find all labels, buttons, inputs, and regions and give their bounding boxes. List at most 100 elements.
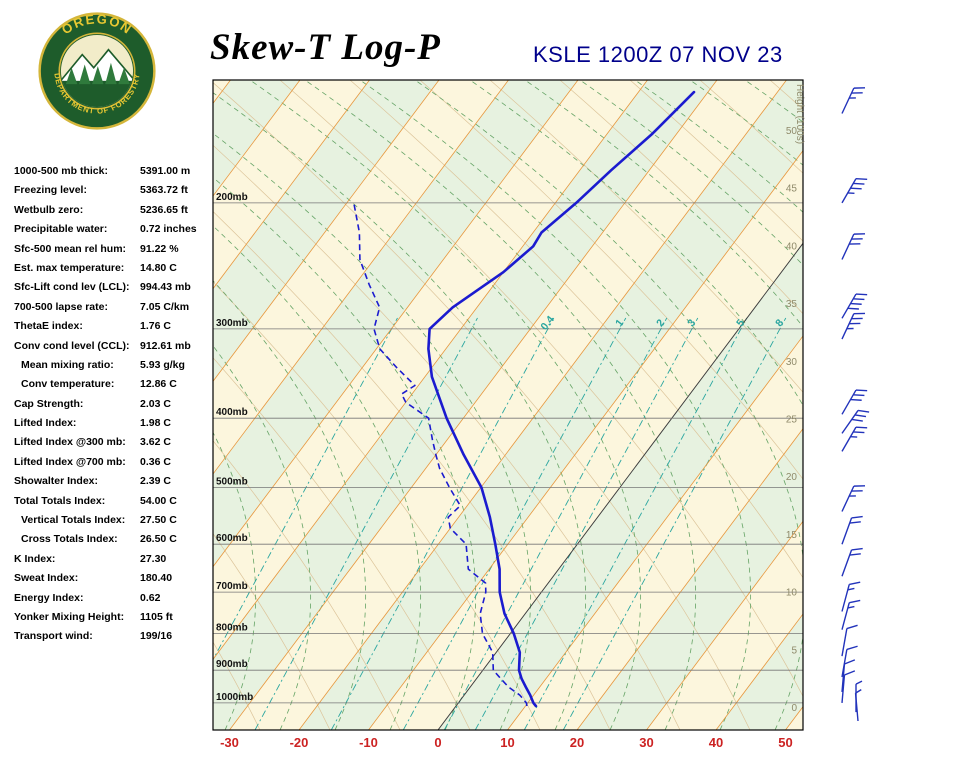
index-row: Lifted Index @300 mb: 3.62 C bbox=[14, 433, 212, 452]
moist-adiabat-line bbox=[799, 80, 803, 83]
index-label: Lifted Index @700 mb: bbox=[14, 455, 126, 468]
dry-adiabat-line bbox=[213, 281, 541, 730]
dry-adiabat-line bbox=[629, 80, 803, 242]
isotherm-group bbox=[0, 80, 803, 730]
pressure-label: 800mb bbox=[216, 623, 248, 634]
index-label: Cap Strength: bbox=[14, 397, 84, 410]
wind-barb-full-tick bbox=[849, 581, 861, 586]
index-value: 1.76 C bbox=[140, 320, 171, 333]
wind-barb bbox=[841, 87, 866, 114]
index-row: Energy Index: 0.62 bbox=[14, 589, 212, 608]
index-value: 5363.72 ft bbox=[140, 184, 188, 197]
temp-tick-label: 20 bbox=[570, 735, 584, 750]
index-label: ThetaE index: bbox=[14, 320, 83, 333]
wind-barb-staff bbox=[841, 674, 846, 703]
index-value: 199/16 bbox=[140, 630, 173, 643]
height-tick-label: 40 bbox=[786, 241, 798, 252]
wind-barb-full-tick bbox=[850, 187, 862, 190]
height-tick-label: 15 bbox=[786, 530, 798, 541]
index-row: Lifted Index @700 mb: 0.36 C bbox=[14, 453, 212, 472]
chart-band bbox=[213, 80, 509, 730]
pressure-label: 900mb bbox=[216, 659, 248, 670]
chart-frame bbox=[212, 79, 804, 731]
index-row: Lifted Index: 1.98 C bbox=[14, 414, 212, 433]
wind-barb-full-tick bbox=[853, 394, 865, 397]
mixing-ratio-line bbox=[443, 317, 668, 730]
dry-adiabat-line bbox=[213, 82, 751, 730]
wind-barb-staff bbox=[841, 602, 850, 630]
index-row: Vertical Totals Index: 27.50 C bbox=[14, 511, 212, 530]
index-label: Sfc-500 mean rel hum: bbox=[14, 242, 127, 255]
moist-adiabat-line bbox=[213, 133, 531, 730]
wind-barb-full-tick bbox=[851, 238, 863, 240]
wind-barb-full-tick bbox=[844, 670, 856, 676]
wind-barb-full-tick bbox=[853, 87, 866, 89]
index-row: Mean mixing ratio: 5.93 g/kg bbox=[14, 356, 212, 375]
moist-adiabat-line bbox=[213, 280, 366, 730]
wind-barb bbox=[841, 177, 868, 204]
index-value: 180.40 bbox=[140, 572, 173, 585]
dry-adiabat-line bbox=[559, 80, 803, 315]
wind-barb-staff bbox=[841, 517, 853, 545]
wind-barb bbox=[841, 581, 861, 612]
wind-barb-full-tick bbox=[851, 515, 863, 519]
logo-trees-icon bbox=[65, 62, 130, 85]
dewpoint-curve bbox=[353, 202, 528, 707]
band-group bbox=[213, 80, 803, 730]
wind-barb-full-tick bbox=[851, 547, 863, 551]
height-tick-label: 30 bbox=[786, 357, 798, 368]
wind-barb-full-tick bbox=[849, 599, 861, 604]
index-value: 27.50 C bbox=[140, 514, 177, 527]
dry-adiabat-line bbox=[213, 357, 471, 730]
index-label: 1000-500 mb thick: bbox=[14, 165, 108, 177]
index-label: Freezing level: bbox=[14, 184, 87, 197]
pressure-label: 500mb bbox=[216, 477, 248, 488]
index-row: Yonker Mixing Height: 1105 ft bbox=[14, 608, 212, 627]
wind-barb-half-tick bbox=[847, 192, 855, 195]
temp-tick-label: -30 bbox=[220, 735, 239, 750]
height-tick-label: 0 bbox=[791, 703, 797, 714]
index-label: Mean mixing ratio: bbox=[21, 358, 114, 371]
mixing-ratio-line bbox=[562, 317, 787, 730]
isotherm-line bbox=[213, 80, 648, 730]
logo-inner-ring bbox=[58, 32, 136, 110]
moist-adiabat-line bbox=[249, 80, 641, 730]
isotherm-line bbox=[213, 80, 509, 730]
index-value: 5236.65 ft bbox=[140, 203, 188, 216]
temp-tick-label: -20 bbox=[290, 735, 309, 750]
dry-adiabat-line bbox=[213, 440, 401, 730]
wind-barb-full-tick bbox=[844, 659, 856, 665]
mixing-ratio-line bbox=[254, 317, 478, 730]
isotherm-line bbox=[213, 80, 231, 730]
isotherm-line bbox=[213, 80, 370, 730]
index-label: K Index: bbox=[14, 552, 56, 565]
logo-scene bbox=[60, 48, 134, 108]
odf-logo: OREGON DEPARTMENT OF FORESTRY bbox=[38, 12, 156, 130]
wind-barb-half-tick bbox=[855, 680, 863, 685]
wind-barb-full-tick bbox=[855, 426, 868, 429]
isotherm-line bbox=[228, 80, 718, 730]
isotherm-line bbox=[213, 80, 440, 730]
index-row: Conv cond level (CCL): 912.61 mb bbox=[14, 337, 212, 356]
isotherm-line bbox=[715, 80, 803, 730]
index-value: 91.22 % bbox=[140, 242, 179, 255]
mixing-ratio-line bbox=[213, 317, 398, 661]
moist-adiabat-line bbox=[304, 80, 696, 730]
chart-band bbox=[298, 80, 803, 730]
wind-barb-full-tick bbox=[849, 553, 861, 556]
wind-barb-full-tick bbox=[854, 414, 867, 418]
chart-band bbox=[785, 80, 803, 730]
index-value: 912.61 mb bbox=[140, 339, 191, 352]
pressure-label: 400mb bbox=[216, 407, 248, 418]
index-value: 26.50 C bbox=[140, 533, 177, 546]
wind-barb-full-tick bbox=[853, 182, 865, 185]
index-value: 14.80 C bbox=[140, 261, 177, 274]
wind-barb-staff bbox=[841, 87, 855, 114]
isotherm-line bbox=[0, 80, 161, 730]
wind-barb bbox=[841, 389, 868, 415]
wind-barb-full-tick bbox=[851, 490, 863, 492]
index-row: Est. max temperature: 14.80 C bbox=[14, 259, 212, 278]
height-tick-label: 35 bbox=[786, 299, 798, 310]
wind-barb-full-tick bbox=[855, 293, 868, 296]
dry-adiabat-line bbox=[349, 80, 803, 579]
